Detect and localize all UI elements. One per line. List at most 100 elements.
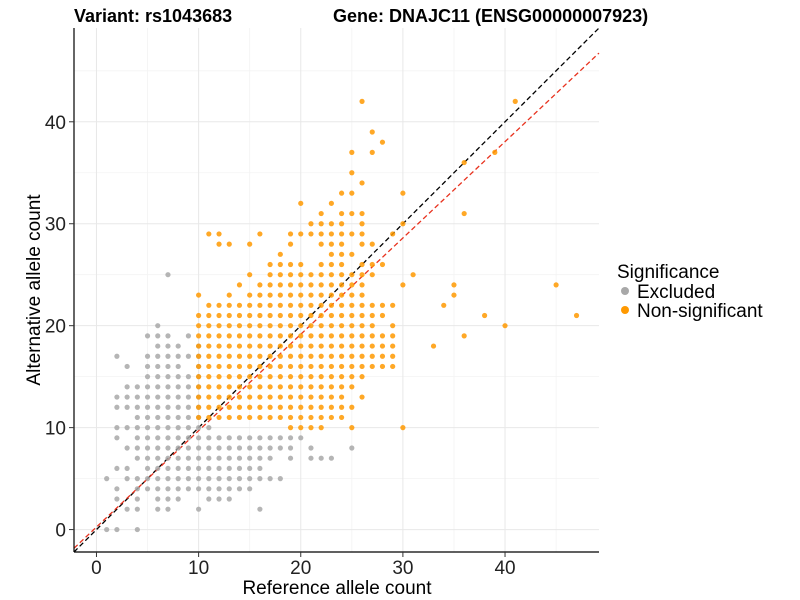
point-excluded — [114, 496, 120, 502]
point-non-significant — [339, 221, 345, 227]
point-non-significant — [267, 414, 273, 421]
point-non-significant — [287, 414, 294, 421]
point-non-significant — [236, 404, 243, 410]
point-non-significant — [236, 384, 243, 390]
point-non-significant — [461, 333, 467, 339]
point-non-significant — [267, 272, 273, 278]
point-excluded — [155, 323, 161, 329]
point-excluded — [144, 384, 151, 390]
point-excluded — [267, 475, 273, 482]
point-non-significant — [257, 363, 263, 370]
y-tick-label: 10 — [45, 419, 66, 440]
point-non-significant — [390, 353, 396, 359]
point-excluded — [155, 486, 161, 492]
point-non-significant — [267, 292, 273, 298]
point-excluded — [236, 445, 243, 451]
data-points — [104, 98, 580, 533]
point-non-significant — [339, 190, 345, 196]
point-non-significant — [308, 282, 314, 288]
point-excluded — [114, 425, 120, 431]
point-excluded — [206, 465, 212, 472]
point-non-significant — [369, 129, 375, 135]
point-non-significant — [267, 374, 273, 380]
point-excluded — [124, 445, 130, 451]
point-non-significant — [328, 200, 334, 206]
point-non-significant — [257, 404, 263, 410]
point-non-significant — [308, 425, 314, 431]
point-excluded — [104, 526, 110, 533]
point-non-significant — [318, 302, 324, 308]
point-non-significant — [277, 363, 283, 370]
point-excluded — [134, 384, 140, 390]
point-non-significant — [226, 374, 232, 380]
point-non-significant — [308, 374, 314, 380]
point-non-significant — [226, 394, 232, 400]
point-non-significant — [257, 282, 263, 288]
point-excluded — [247, 455, 253, 461]
point-non-significant — [359, 231, 365, 237]
point-non-significant — [277, 261, 283, 268]
point-non-significant — [247, 241, 253, 247]
point-excluded — [165, 353, 171, 359]
point-non-significant — [267, 363, 273, 370]
point-non-significant — [502, 323, 508, 329]
point-excluded — [165, 343, 171, 349]
point-excluded — [165, 455, 171, 461]
point-excluded — [236, 465, 243, 472]
point-excluded — [175, 445, 181, 451]
point-non-significant — [298, 282, 304, 288]
point-non-significant — [339, 231, 345, 237]
point-excluded — [206, 425, 212, 431]
legend-label-excluded: Excluded — [637, 282, 715, 303]
point-excluded — [196, 465, 202, 472]
point-non-significant — [247, 272, 253, 278]
point-non-significant — [226, 414, 232, 421]
point-excluded — [175, 475, 181, 482]
point-non-significant — [369, 333, 375, 339]
point-excluded — [114, 435, 120, 441]
point-excluded — [155, 374, 161, 380]
point-non-significant — [216, 302, 222, 308]
point-non-significant — [196, 414, 202, 421]
point-excluded — [236, 486, 243, 492]
point-non-significant — [267, 353, 273, 359]
point-non-significant — [379, 139, 386, 145]
point-non-significant — [247, 312, 253, 319]
point-non-significant — [236, 323, 243, 329]
point-non-significant — [287, 404, 294, 410]
point-excluded — [165, 475, 171, 482]
point-non-significant — [216, 312, 222, 319]
point-non-significant — [339, 353, 345, 359]
point-non-significant — [400, 221, 406, 227]
point-non-significant — [226, 353, 232, 359]
point-excluded — [175, 394, 181, 400]
point-excluded — [155, 363, 161, 370]
point-excluded — [134, 404, 140, 410]
point-non-significant — [226, 241, 232, 247]
point-non-significant — [236, 302, 243, 308]
point-non-significant — [359, 261, 365, 268]
point-excluded — [216, 445, 222, 451]
point-excluded — [257, 475, 263, 482]
point-non-significant — [277, 343, 283, 349]
point-non-significant — [287, 323, 294, 329]
point-non-significant — [369, 353, 375, 359]
point-non-significant — [339, 272, 345, 278]
point-non-significant — [318, 384, 324, 390]
point-excluded — [247, 445, 253, 451]
point-excluded — [185, 404, 191, 410]
point-excluded — [216, 435, 222, 441]
reference-lines — [73, 27, 600, 553]
point-excluded — [206, 455, 212, 461]
point-non-significant — [359, 394, 365, 400]
point-non-significant — [267, 261, 273, 268]
point-non-significant — [318, 353, 324, 359]
point-non-significant — [359, 221, 365, 227]
point-excluded — [165, 506, 171, 512]
point-excluded — [165, 363, 171, 370]
point-excluded — [206, 475, 212, 482]
point-excluded — [185, 374, 191, 380]
point-non-significant — [287, 374, 294, 380]
point-excluded — [155, 465, 161, 472]
point-excluded — [134, 445, 140, 451]
